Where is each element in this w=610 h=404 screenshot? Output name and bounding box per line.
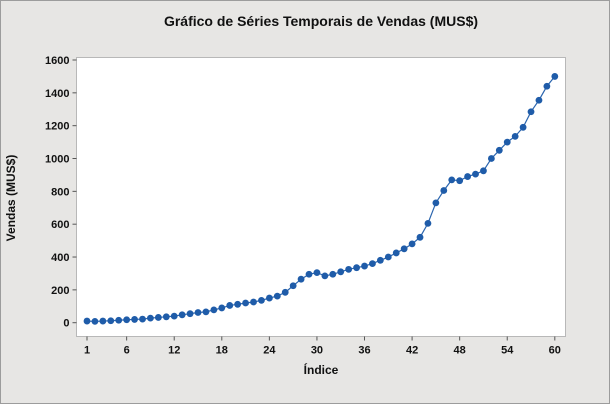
x-tick-label: 36 xyxy=(358,345,370,357)
x-tick-label: 48 xyxy=(454,345,466,357)
data-point xyxy=(281,288,289,296)
data-point xyxy=(186,310,194,318)
y-tick-label: 1200 xyxy=(45,121,69,133)
data-point xyxy=(440,187,448,194)
data-point xyxy=(115,316,123,324)
x-tick-label: 54 xyxy=(501,345,514,357)
y-tick-label: 0 xyxy=(63,318,69,330)
data-point xyxy=(408,240,416,248)
data-point xyxy=(147,314,154,322)
data-point xyxy=(242,299,249,307)
data-point xyxy=(376,256,384,264)
x-axis-label: Índice xyxy=(303,363,339,377)
data-point xyxy=(321,272,329,280)
data-point xyxy=(503,138,511,146)
data-point xyxy=(234,300,242,308)
data-point xyxy=(464,173,471,180)
data-point xyxy=(139,315,146,323)
data-point xyxy=(361,262,368,270)
data-point xyxy=(273,292,281,300)
data-point xyxy=(384,253,392,261)
data-point xyxy=(345,265,353,273)
data-point xyxy=(416,233,424,241)
data-point xyxy=(297,275,305,283)
data-point xyxy=(511,132,519,140)
data-point xyxy=(210,306,218,314)
data-point xyxy=(305,270,313,278)
data-point xyxy=(369,260,376,267)
x-tick-label: 24 xyxy=(263,345,276,357)
data-point xyxy=(353,264,360,272)
data-point xyxy=(392,249,400,257)
data-point xyxy=(400,245,408,253)
data-point xyxy=(178,311,186,319)
x-tick-label: 18 xyxy=(216,345,228,357)
x-tick-label: 12 xyxy=(168,345,180,357)
x-tick-label: 1 xyxy=(84,345,90,357)
x-tick-label: 42 xyxy=(406,345,418,357)
data-point xyxy=(99,317,107,325)
data-point xyxy=(194,309,202,316)
data-point xyxy=(131,316,138,323)
data-point xyxy=(432,199,440,207)
data-point xyxy=(250,298,257,306)
data-point xyxy=(551,73,559,80)
data-point xyxy=(226,302,234,309)
data-point xyxy=(337,268,345,276)
data-point xyxy=(123,316,131,324)
chart-title: Gráfico de Séries Temporais de Vendas (M… xyxy=(163,13,479,29)
y-tick-label: 800 xyxy=(51,186,69,198)
y-tick-label: 1600 xyxy=(45,55,69,67)
data-point xyxy=(313,269,321,277)
data-point xyxy=(289,282,297,290)
data-point xyxy=(107,317,115,325)
data-point xyxy=(519,123,527,131)
data-point xyxy=(170,312,178,320)
data-point xyxy=(265,294,273,302)
data-point xyxy=(83,317,91,325)
y-tick-label: 600 xyxy=(51,219,69,231)
data-point xyxy=(258,296,265,304)
data-point xyxy=(543,82,551,90)
data-point xyxy=(448,176,456,184)
x-tick-label: 60 xyxy=(549,345,561,357)
y-tick-label: 400 xyxy=(51,252,69,264)
y-axis-label: Vendas (MUS$) xyxy=(4,154,18,242)
data-point xyxy=(91,317,99,325)
data-point xyxy=(162,313,170,321)
data-point xyxy=(329,270,337,278)
data-point xyxy=(480,167,487,175)
data-point xyxy=(535,96,543,104)
x-tick-label: 30 xyxy=(311,345,323,357)
y-tick-label: 1000 xyxy=(45,154,69,166)
plot-area xyxy=(76,57,566,337)
data-point xyxy=(424,219,432,227)
data-point xyxy=(495,146,503,154)
data-point xyxy=(218,304,226,312)
y-tick-label: 200 xyxy=(51,285,69,297)
y-tick-label: 1400 xyxy=(45,88,69,100)
data-point xyxy=(456,177,464,185)
data-point xyxy=(154,314,162,321)
data-point xyxy=(487,155,495,162)
data-point xyxy=(202,308,210,316)
x-tick-label: 6 xyxy=(124,345,130,357)
data-point xyxy=(472,170,479,178)
data-point xyxy=(527,108,535,116)
